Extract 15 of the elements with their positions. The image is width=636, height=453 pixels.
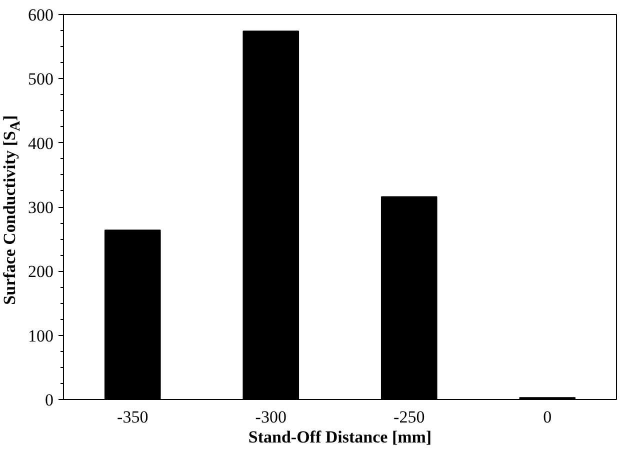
x-tick-label: -250 bbox=[394, 408, 425, 426]
bar bbox=[104, 230, 161, 400]
y-tick-label: 300 bbox=[28, 198, 54, 217]
y-tick-label: 600 bbox=[28, 6, 54, 24]
x-tick-label: 0 bbox=[543, 408, 552, 426]
y-tick-label: 0 bbox=[45, 390, 54, 410]
y-tick-label: 200 bbox=[28, 262, 54, 282]
x-tick-label: -350 bbox=[117, 408, 148, 426]
y-tick-label: 500 bbox=[28, 70, 54, 89]
x-tick-label: -300 bbox=[255, 408, 286, 426]
y-tick-label: 400 bbox=[28, 134, 54, 153]
y-tick-label: 100 bbox=[28, 326, 54, 346]
bar bbox=[242, 30, 300, 400]
bar bbox=[380, 196, 438, 400]
x-axis-title: Stand-Off Distance [mm] bbox=[248, 428, 432, 446]
